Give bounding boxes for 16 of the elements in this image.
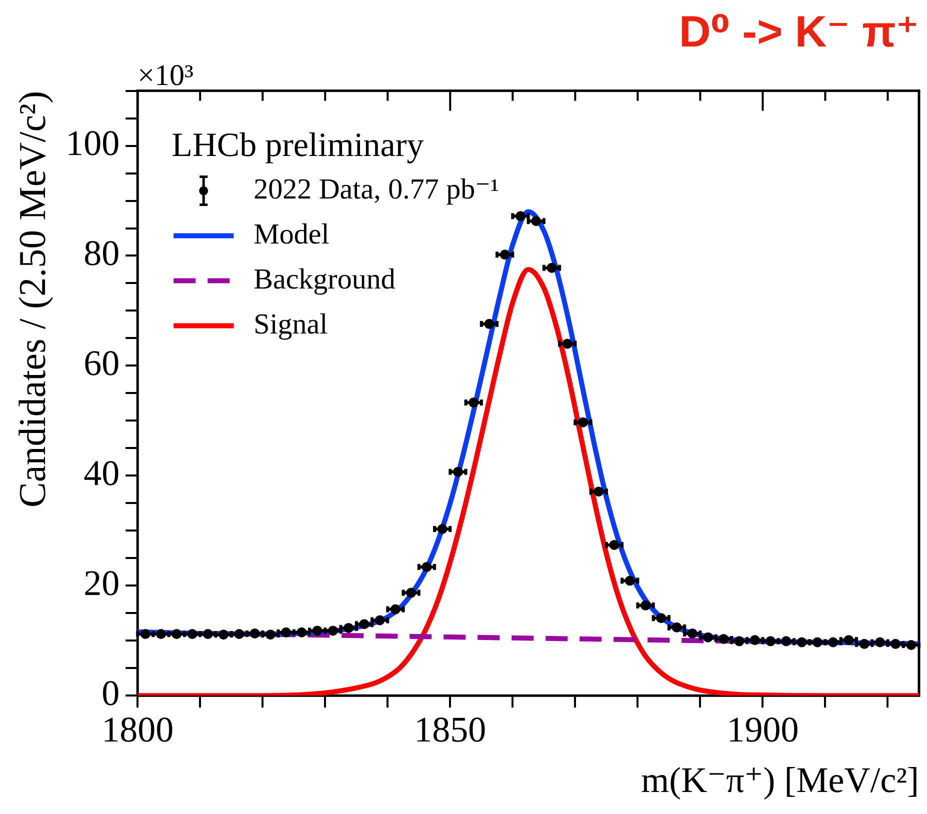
legend-label: 2022 Data, 0.77 pb⁻¹ bbox=[254, 173, 500, 206]
x-tick-label: 1900 bbox=[726, 710, 799, 750]
y-tick-label: 60 bbox=[84, 343, 120, 384]
chart-title: D⁰ -> K⁻ π⁺ bbox=[679, 8, 919, 57]
legend-label: Signal bbox=[254, 308, 328, 340]
x-tick-label: 1850 bbox=[414, 710, 486, 750]
y-tick-label: 100 bbox=[66, 123, 120, 164]
y-axis-title: Candidates / (2.50 MeV/c²) bbox=[12, 90, 54, 508]
y-tick-label: 20 bbox=[84, 563, 120, 604]
annotation: LHCb preliminary bbox=[172, 126, 424, 164]
y-tick-label: 80 bbox=[84, 233, 120, 274]
legend-label: Model bbox=[254, 218, 330, 250]
y-tick-label: 40 bbox=[84, 453, 120, 494]
x-axis-title: m(K⁻π⁺) [MeV/c²] bbox=[641, 760, 919, 800]
annotation: ×10³ bbox=[138, 58, 194, 92]
legend-label: Background bbox=[254, 263, 396, 296]
